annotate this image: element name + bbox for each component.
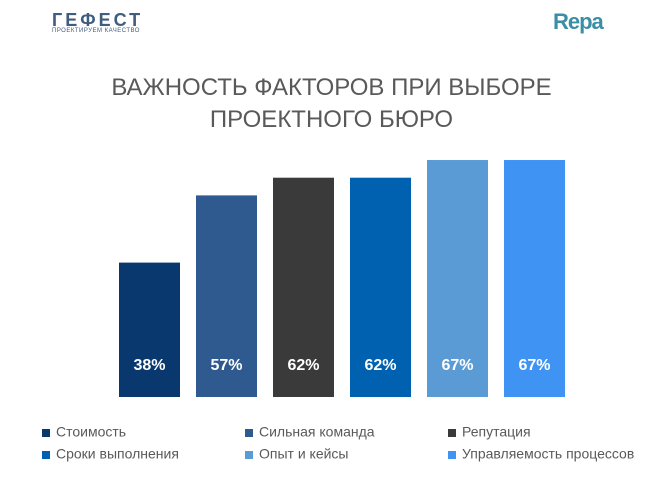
chart-title: ВАЖНОСТЬ ФАКТОРОВ ПРИ ВЫБОРЕ ПРОЕКТНОГО … bbox=[111, 74, 552, 133]
value-label: 67% bbox=[518, 357, 550, 374]
bar bbox=[427, 160, 488, 397]
legend-swatch bbox=[245, 429, 253, 437]
bar bbox=[504, 160, 565, 397]
bar bbox=[119, 262, 180, 397]
legend-swatch bbox=[448, 429, 456, 437]
legend-swatch bbox=[42, 451, 50, 459]
legend-label: Опыт и кейсы bbox=[259, 446, 349, 462]
value-label: 67% bbox=[441, 357, 473, 374]
legend-swatch bbox=[42, 429, 50, 437]
legend-label: Сроки выполнения bbox=[56, 446, 179, 462]
legend-swatch bbox=[448, 451, 456, 459]
value-label: 62% bbox=[364, 357, 396, 374]
legend-label: Сильная команда bbox=[259, 424, 375, 440]
bar bbox=[350, 177, 411, 397]
value-label: 57% bbox=[210, 357, 242, 374]
bar bbox=[196, 195, 257, 397]
bar bbox=[273, 177, 334, 397]
legend-label: Репутация bbox=[462, 424, 531, 440]
logo: Repa bbox=[553, 9, 604, 34]
value-label: 38% bbox=[133, 357, 165, 374]
logo: ГЕФЕСТ bbox=[52, 10, 144, 30]
legend-label: Управляемость процессов bbox=[462, 446, 634, 462]
logo-tagline: ПРОЕКТИРУЕМ КАЧЕСТВО bbox=[52, 28, 140, 34]
value-label: 62% bbox=[287, 357, 319, 374]
legend-swatch bbox=[245, 451, 253, 459]
legend-label: Стоимость bbox=[56, 424, 126, 440]
